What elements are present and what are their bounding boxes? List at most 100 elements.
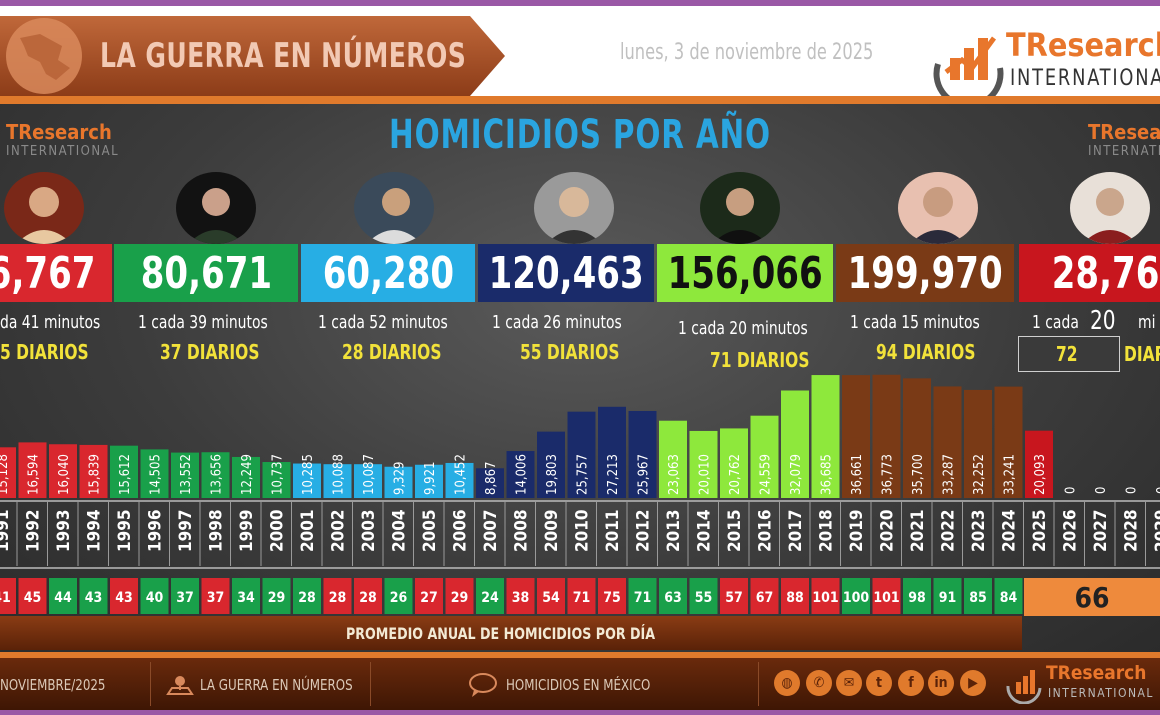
daily-average-value: 24: [481, 590, 499, 606]
youtube-icon[interactable]: ▶: [960, 670, 986, 696]
rate-president-7-tail: mi: [1138, 312, 1156, 333]
total-value: 156,066: [667, 247, 823, 299]
footer-separator: [150, 662, 151, 706]
mail-icon[interactable]: ✉: [836, 670, 862, 696]
daily-average-value: 88: [786, 590, 804, 606]
footer-section-homicidios[interactable]: HOMICIDIOS EN MÉXICO: [506, 676, 651, 694]
year-tick-label: 1999: [237, 509, 257, 552]
daily-average-cell: [110, 578, 138, 614]
bar-1992: [18, 442, 47, 498]
bar-value-label: 16,040: [57, 454, 72, 495]
daily-average-value: 37: [207, 590, 225, 606]
daily-average-value: 28: [298, 590, 316, 606]
bar-value-label: 8,867: [484, 462, 499, 495]
year-tick-label: 1992: [24, 509, 44, 552]
daily-average-cell: [598, 578, 626, 614]
linkedin-icon[interactable]: in: [928, 670, 954, 696]
bar-2003: [354, 464, 382, 498]
twitter-icon[interactable]: t: [866, 670, 892, 696]
bar-2018: [811, 375, 840, 498]
daily-average-value: 54: [542, 590, 560, 606]
total-president-1: 6,767: [0, 244, 112, 302]
phone-icon[interactable]: ✆: [806, 670, 832, 696]
year-tick-label: 2010: [573, 509, 593, 552]
rate-president-7: 1 cada: [1032, 312, 1079, 333]
daily-average-cell: [354, 578, 382, 614]
bar-2025: [1025, 430, 1053, 498]
year-tick-label: 2019: [847, 509, 867, 552]
bar-2009: [537, 431, 565, 498]
year-tick-label: 1998: [207, 509, 227, 552]
bar-value-label: 32,079: [789, 454, 804, 495]
daily-average-value: 38: [512, 590, 530, 606]
total-president-3: 60,280: [301, 244, 475, 302]
daily-average-cell: [506, 578, 535, 614]
daily-average-cell: [872, 578, 901, 614]
bar-2015: [720, 428, 748, 498]
total-president-5: 156,066: [657, 244, 833, 302]
total-value: 60,280: [322, 247, 454, 299]
bar-value-label: 0: [1064, 487, 1079, 494]
year-tick-label: 1996: [146, 509, 166, 552]
daily-average-cell: [79, 578, 108, 614]
total-value: 80,671: [140, 247, 272, 299]
year-tick-label: 1991: [0, 509, 13, 552]
daily-average-cell: [567, 578, 596, 614]
daily-president-2: 37 DIARIOS: [160, 340, 260, 364]
bar-1998: [201, 452, 230, 498]
bar-value-label: 36,661: [850, 454, 865, 495]
bar-2022: [933, 386, 962, 498]
daily-president-7-tail: DIAR: [1124, 342, 1160, 366]
daily-average-cell: [140, 578, 169, 614]
bar-value-label: 13,656: [210, 454, 225, 495]
total-president-2: 80,671: [114, 244, 298, 302]
bar-2008: [506, 451, 535, 498]
year-tick-label: 2023: [969, 509, 989, 552]
bar-2000: [262, 462, 291, 498]
bar-value-label: 10,452: [454, 454, 469, 495]
year-tick-label: 2018: [817, 509, 837, 552]
bar-value-label: 10,737: [271, 454, 286, 495]
rate-president-3: 1 cada 52 minutos: [318, 312, 448, 333]
total-value: 120,463: [488, 247, 644, 299]
year-tick-label: 2015: [725, 509, 745, 552]
bottom-accent-line: [0, 710, 1160, 715]
bar-2023: [964, 389, 992, 498]
facebook-icon[interactable]: f: [898, 670, 924, 696]
daily-average-cell: [537, 578, 565, 614]
globe-icon[interactable]: ◍: [774, 670, 800, 696]
bar-value-label: 20,010: [698, 454, 713, 495]
bar-1999: [232, 456, 260, 498]
daily-average-cell: [171, 578, 199, 614]
avatar-president-5: [700, 172, 780, 244]
top-accent-line: [0, 0, 1160, 6]
bar-2007: [476, 468, 504, 498]
year-tick-label: 2006: [451, 509, 471, 552]
footer-separator: [758, 662, 759, 706]
bar-2010: [567, 411, 596, 498]
daily-average-value: 101: [812, 590, 838, 606]
daily-average-value: 44: [54, 590, 72, 606]
bar-value-label: 10,088: [332, 454, 347, 495]
bar-2020: [872, 374, 901, 498]
footer-separator: [370, 662, 371, 706]
bar-value-label: 33,287: [942, 454, 957, 495]
year-tick-label: 2029: [1152, 509, 1160, 552]
rate-president-2: 1 cada 39 minutos: [138, 312, 268, 333]
bar-value-label: 24,559: [759, 454, 774, 495]
daily-average-value: 29: [268, 590, 286, 606]
bar-2006: [445, 462, 474, 498]
daily-president-7: 72: [1056, 342, 1078, 366]
footer-section-guerra[interactable]: LA GUERRA EN NÚMEROS: [200, 676, 353, 694]
daily-average-value: 84: [1000, 590, 1018, 606]
bar-1994: [79, 444, 108, 498]
bar-value-label: 0: [1094, 487, 1109, 494]
daily-average-value: 40: [146, 590, 164, 606]
bar-2011: [598, 406, 626, 498]
year-tick-label: 2027: [1091, 509, 1111, 552]
footer-logo-subtext: INTERNATIONAL: [1048, 686, 1154, 700]
year-tick-label: 2014: [695, 509, 715, 552]
watermark-right-text: TResearch: [1088, 120, 1160, 144]
current-daily-average: 66: [1024, 578, 1160, 616]
daily-average-cell: [323, 578, 352, 614]
